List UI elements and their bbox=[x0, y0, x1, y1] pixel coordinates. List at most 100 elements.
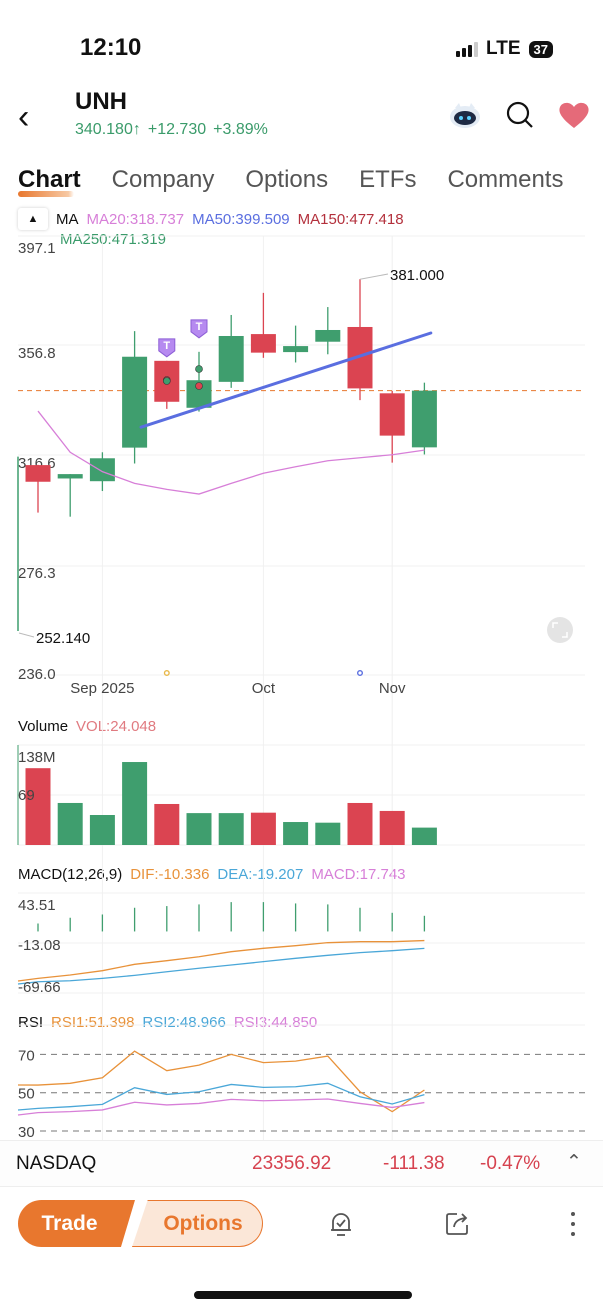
tab-company[interactable]: Company bbox=[111, 166, 215, 193]
candle-body bbox=[250, 334, 276, 353]
macd-value: MACD:17.743 bbox=[311, 866, 406, 883]
macd-tick-label: -13.08 bbox=[18, 937, 61, 954]
ticker-symbol: UNH bbox=[75, 88, 127, 115]
volume-bar bbox=[57, 802, 83, 845]
drawn-trendline bbox=[139, 331, 433, 429]
volume-bar bbox=[379, 810, 405, 845]
macd-title: MACD(12,26,9) bbox=[18, 866, 123, 883]
trade-marker-label: T bbox=[163, 340, 170, 352]
rsi2-value: RSI2:48.966 bbox=[142, 1014, 226, 1031]
volume-bar bbox=[315, 822, 341, 845]
ma-title: MA bbox=[56, 210, 79, 228]
rsi1-line bbox=[17, 1050, 425, 1113]
price-tick-label: 276.3 bbox=[18, 565, 56, 582]
volume-bar bbox=[154, 803, 180, 845]
ma20-value: MA20:318.737 bbox=[86, 210, 185, 228]
low-price-label: 252.140 bbox=[36, 630, 90, 647]
volume-tick-label: 69 bbox=[18, 787, 35, 804]
trade-marker-badge bbox=[190, 319, 208, 339]
event-dot bbox=[163, 670, 170, 677]
price-change-pct: +3.89% bbox=[213, 121, 268, 138]
candle-body bbox=[411, 390, 437, 448]
volume-tick-label: 138M bbox=[18, 749, 56, 766]
options-button[interactable]: Options bbox=[132, 1200, 263, 1247]
network-label: LTE bbox=[486, 38, 521, 59]
tab-chart[interactable]: Chart bbox=[18, 166, 81, 197]
candle-body bbox=[315, 329, 341, 342]
rsi3-line bbox=[17, 1098, 425, 1116]
rsi3-value: RSI3:44.850 bbox=[233, 1014, 318, 1031]
tab-bar: Chart Company Options ETFs Comments bbox=[18, 166, 564, 197]
share-icon[interactable] bbox=[445, 1210, 471, 1236]
candle-body bbox=[379, 393, 405, 436]
trade-button[interactable]: Trade bbox=[18, 1200, 135, 1247]
ma250-value: MA250:471.319 bbox=[60, 231, 166, 248]
dea-value: DEA:-19.207 bbox=[217, 866, 304, 883]
rsi-title: RSI bbox=[18, 1014, 44, 1031]
trade-dot bbox=[195, 382, 203, 390]
back-button[interactable]: ‹ bbox=[18, 98, 30, 136]
rsi-legend: RSI RSI1:51.398 RSI2:48.966 RSI3:44.850 bbox=[18, 1014, 317, 1031]
index-change: -111.38 bbox=[383, 1152, 445, 1174]
candle-body bbox=[57, 474, 83, 479]
volume-bar bbox=[122, 762, 148, 845]
candle-body bbox=[283, 346, 309, 353]
search-icon[interactable] bbox=[505, 100, 535, 130]
tab-comments[interactable]: Comments bbox=[447, 166, 564, 193]
trade-marker-badge bbox=[158, 338, 176, 358]
price-tick-label: 397.1 bbox=[18, 240, 56, 257]
macd-tick-label: 43.51 bbox=[18, 897, 56, 914]
volume-bar bbox=[218, 813, 244, 845]
rsi2-line bbox=[17, 1082, 425, 1111]
volume-bar bbox=[347, 802, 373, 845]
dif-line bbox=[17, 939, 425, 982]
x-axis-label: Oct bbox=[252, 680, 276, 697]
candle-body bbox=[122, 356, 148, 448]
volume-bar bbox=[25, 768, 51, 845]
signal-icon bbox=[456, 41, 479, 57]
battery-icon: 37 bbox=[528, 40, 553, 58]
volume-bar bbox=[89, 815, 115, 845]
ma50-value: MA50:399.509 bbox=[192, 210, 290, 228]
x-axis-label: Sep 2025 bbox=[70, 680, 134, 697]
vol-value: VOL:24.048 bbox=[76, 718, 157, 735]
trade-dot bbox=[195, 365, 203, 373]
rsi-tick-label: 30 bbox=[18, 1124, 35, 1141]
up-arrow-icon: ↑ bbox=[132, 121, 141, 138]
index-value: 23356.92 bbox=[252, 1152, 332, 1174]
rsi1-value: RSI1:51.398 bbox=[51, 1014, 135, 1031]
macd-legend: MACD(12,26,9) DIF:-10.336 DEA:-19.207 MA… bbox=[18, 866, 406, 883]
price-tick-label: 356.8 bbox=[18, 345, 56, 362]
trade-marker-label: T bbox=[196, 321, 203, 333]
macd-tick-label: -69.66 bbox=[18, 979, 61, 996]
price-change: +12.730 bbox=[147, 121, 207, 138]
fullscreen-button[interactable] bbox=[547, 617, 573, 643]
candle-body bbox=[218, 335, 244, 382]
x-axis-label: Nov bbox=[379, 680, 406, 697]
tab-etfs[interactable]: ETFs bbox=[359, 166, 417, 193]
robot-assistant-icon[interactable] bbox=[447, 100, 483, 130]
volume-bar bbox=[186, 813, 212, 845]
more-options-icon[interactable] bbox=[568, 1210, 578, 1238]
ma150-value: MA150:477.418 bbox=[297, 210, 404, 228]
alert-bell-icon[interactable] bbox=[328, 1210, 354, 1238]
low-label-leader bbox=[18, 632, 35, 638]
high-price-label: 381.000 bbox=[390, 267, 444, 284]
status-icons: LTE 37 bbox=[456, 38, 553, 60]
ma20-line bbox=[37, 410, 425, 495]
dea-line bbox=[17, 947, 425, 985]
volume-legend: Volume VOL:24.048 bbox=[18, 718, 156, 735]
trade-dot bbox=[163, 377, 171, 385]
event-dot bbox=[357, 670, 364, 677]
rsi-tick-label: 50 bbox=[18, 1086, 35, 1103]
index-ticker-bar[interactable]: NASDAQ 23356.92 -111.38 -0.47% ⌃ bbox=[0, 1140, 603, 1187]
volume-title: Volume bbox=[18, 718, 69, 735]
heart-icon[interactable] bbox=[557, 100, 591, 130]
high-label-leader bbox=[359, 273, 389, 280]
collapse-triangle-icon[interactable]: ▲ bbox=[18, 208, 48, 230]
chevron-up-icon[interactable]: ⌃ bbox=[566, 1152, 582, 1173]
dif-value: DIF:-10.336 bbox=[130, 866, 210, 883]
price-tick-label: 236.0 bbox=[18, 666, 56, 683]
tab-options[interactable]: Options bbox=[245, 166, 329, 193]
